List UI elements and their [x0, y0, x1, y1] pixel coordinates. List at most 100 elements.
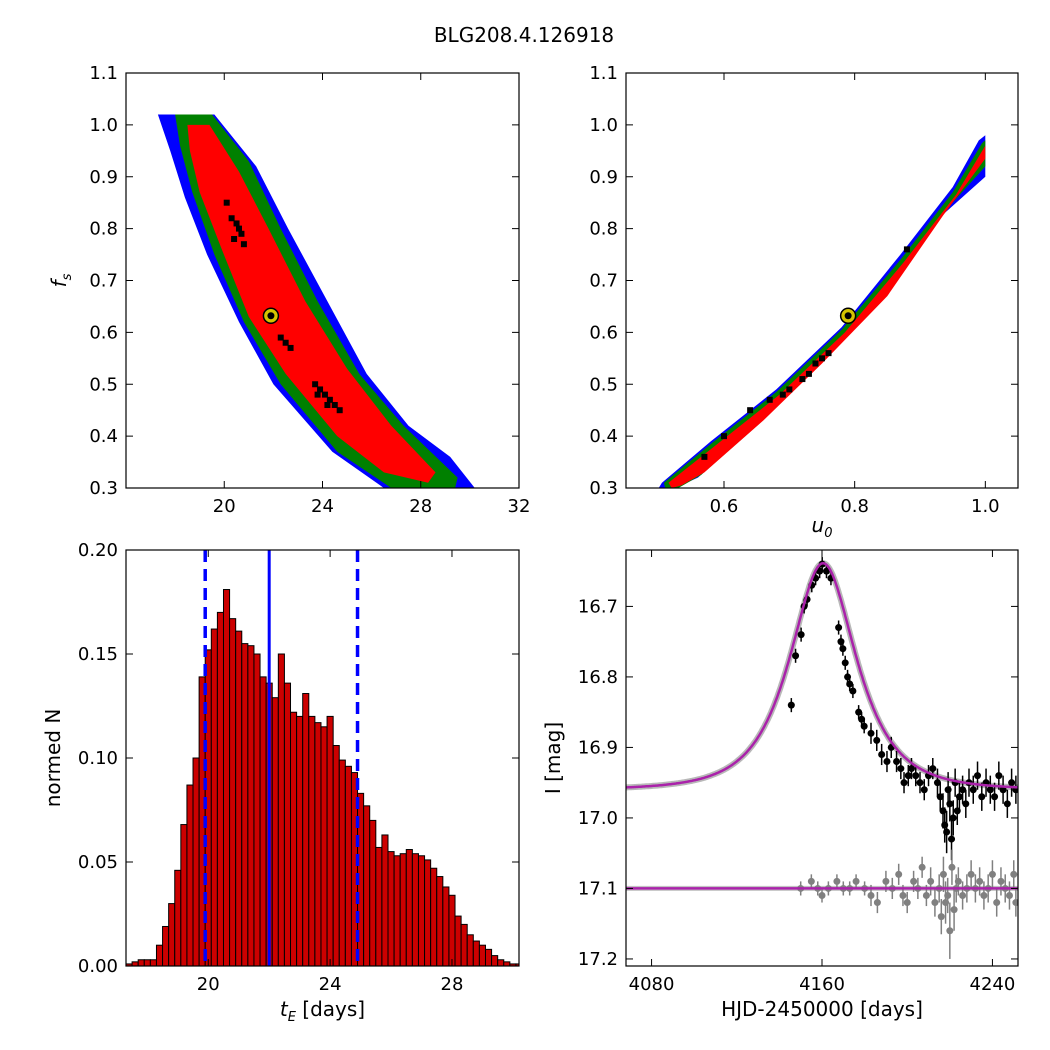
sample-point [805, 370, 812, 377]
y-tick-label: 0.6 [89, 322, 118, 343]
y-axis-label: fs [47, 273, 75, 287]
histogram-bar [424, 859, 432, 966]
sample-point [779, 391, 786, 398]
data-point [852, 877, 860, 885]
model-curve [626, 562, 1018, 789]
histogram-bar [131, 961, 139, 966]
histogram-bar [314, 722, 322, 966]
sample-point [282, 339, 289, 346]
x-tick-label: 4160 [799, 974, 845, 995]
y-axis-label: normed N [41, 709, 65, 808]
y-tick-label: 0.6 [589, 322, 618, 343]
sample-point [326, 396, 333, 403]
y-tick-label: 0.4 [589, 426, 618, 447]
chart-panel-bottom-right: 4080 4160 4240 16.7 16.8 16.9 17.0 17.1 17.2 HJD-… [541, 549, 1019, 1021]
data-point [962, 800, 970, 808]
y-tick-label: 16.8 [578, 667, 618, 688]
data-point [867, 729, 875, 737]
sample-point [799, 376, 806, 383]
data-point [860, 722, 868, 730]
data-point [882, 877, 890, 885]
y-tick-label: 17.0 [578, 808, 618, 829]
histogram-bar [247, 645, 255, 966]
histogram-bar [387, 851, 395, 966]
data-point [855, 708, 863, 716]
y-tick-label: 1.0 [589, 115, 618, 136]
sample-point [312, 381, 319, 388]
x-tick-label: 24 [311, 496, 334, 517]
best-fit-center [267, 312, 275, 320]
x-tick-label: 0.8 [840, 496, 869, 517]
x-tick-label: 28 [409, 496, 432, 517]
data-point [900, 779, 908, 787]
data-point [1005, 891, 1013, 899]
data-point [873, 899, 881, 907]
data-point [943, 828, 951, 836]
histogram-bar [192, 757, 200, 966]
data-point [818, 891, 826, 899]
y-tick-label: 0.15 [78, 644, 118, 665]
sample-point [228, 215, 235, 222]
data-point [1012, 899, 1018, 907]
x-tick-label: 32 [508, 496, 531, 517]
histogram-bar [186, 784, 194, 966]
x-tick-label: 24 [319, 974, 342, 995]
data-point [954, 877, 962, 885]
figure-title: BLG208.4.126918 [434, 23, 614, 47]
chart-panel-top-right: 0.6 0.8 1.0 0.3 0.4 0.5 0.6 0.7 0.8 0.9 1.0 1.1 u0 [589, 63, 1019, 541]
sample-point [223, 199, 230, 206]
histogram-bar [326, 715, 334, 966]
histogram-bar [478, 944, 486, 966]
histogram-bar [296, 715, 304, 966]
y-tick-label: 17.2 [578, 949, 618, 970]
sample-point [721, 433, 727, 440]
data-point [833, 877, 841, 885]
data-point [907, 765, 915, 773]
data-point [980, 891, 988, 899]
data-point [946, 927, 954, 935]
sample-point [240, 241, 247, 248]
histogram-bar [472, 940, 480, 966]
data-point [993, 899, 1001, 907]
y-tick-label: 0.7 [89, 271, 118, 292]
histogram-bar [442, 886, 450, 966]
histogram-bar [393, 855, 401, 966]
y-tick-label: 0.4 [89, 426, 118, 447]
histogram-bar [235, 630, 243, 966]
data-point [916, 779, 924, 787]
data-point [986, 786, 994, 794]
data-point [948, 863, 956, 871]
histogram-bar [210, 628, 218, 966]
data-point [944, 891, 952, 899]
data-point [974, 772, 982, 780]
histogram-bar [338, 759, 346, 966]
histogram-bar [375, 846, 383, 966]
sample-point [331, 402, 338, 408]
data-point [867, 891, 875, 899]
data-point [910, 877, 918, 885]
data-point [959, 891, 967, 899]
data-point [858, 715, 866, 723]
data-point [939, 870, 947, 878]
data-point [948, 835, 956, 843]
histogram-bar [363, 805, 371, 966]
y-tick-label: 0.8 [89, 219, 118, 240]
data-point [991, 793, 999, 801]
histogram-bar [454, 915, 462, 966]
data-point [967, 870, 975, 878]
y-axis-label: I [mag] [541, 722, 565, 794]
histogram-bar [344, 765, 352, 966]
histogram-bar [259, 676, 267, 966]
data-point [997, 877, 1005, 885]
histogram-bar [497, 959, 505, 966]
data-point [969, 786, 977, 794]
data-point [1003, 800, 1011, 808]
histogram-bar [180, 824, 188, 966]
data-point [878, 750, 886, 758]
data-point [949, 814, 957, 822]
sample-point [238, 230, 245, 237]
sample-point [324, 402, 331, 408]
histogram-bar [460, 923, 468, 966]
data-point [959, 786, 967, 794]
